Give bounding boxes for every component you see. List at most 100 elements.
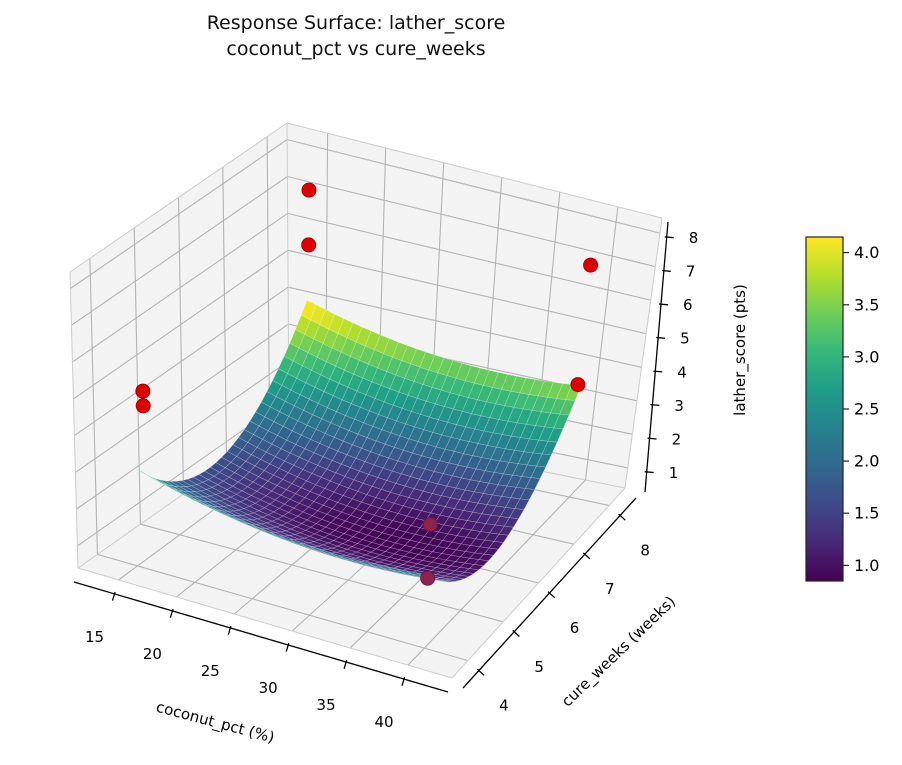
surface-quad: [488, 541, 504, 550]
tick-label: 3: [674, 397, 684, 415]
tick-label: 4: [499, 697, 509, 715]
surface-quad: [463, 568, 480, 574]
data-point-occluded: [420, 570, 436, 586]
tick-label: 6: [683, 296, 693, 314]
tick-label: 1: [669, 464, 679, 482]
surface-quad: [449, 577, 465, 581]
data-point: [135, 383, 151, 399]
pane-edge: [77, 567, 453, 679]
surface-quad: [478, 553, 494, 562]
y-axis-label: cure_weeks (weeks): [558, 592, 680, 711]
tick-label: 8: [689, 229, 699, 247]
tick-label: 15: [85, 628, 104, 646]
grid-line: [73, 249, 289, 400]
tick-mark: [111, 591, 116, 601]
tick-mark: [656, 336, 666, 339]
tick-label: 6: [570, 619, 580, 637]
axis-line: [73, 581, 449, 693]
tick-label: 7: [605, 580, 615, 598]
tick-mark: [169, 608, 174, 618]
tick-mark: [664, 236, 674, 239]
axis-line: [644, 221, 669, 493]
colorbar-tick-label: 2.5: [854, 400, 879, 419]
surface-quad: [559, 399, 576, 416]
tick-mark: [650, 403, 660, 407]
tick-label: 35: [317, 696, 336, 714]
grid-line: [287, 175, 656, 268]
surface-quad: [453, 574, 470, 580]
grid-line: [70, 139, 288, 289]
grid-line: [97, 553, 469, 662]
surface-quad: [468, 564, 485, 571]
grid-line: [222, 167, 228, 464]
grid-line: [133, 227, 141, 525]
data-point: [570, 377, 586, 393]
surface-quad: [445, 578, 460, 582]
colorbar-tick-label: 4.0: [854, 243, 879, 262]
grid-line: [72, 212, 288, 363]
grid-line: [76, 360, 289, 510]
grid-line: [74, 286, 289, 437]
tick-label: 2: [672, 430, 682, 448]
grid-line: [287, 286, 642, 368]
tick-mark: [285, 642, 290, 652]
tick-label: 25: [201, 662, 220, 680]
colorbar-tick-label: 1.0: [854, 556, 879, 575]
pane-edge: [451, 487, 626, 679]
surface-quad: [553, 413, 570, 430]
pane-edge: [69, 122, 288, 273]
data-point: [301, 182, 317, 198]
tick-mark: [658, 303, 669, 306]
surface-quad: [473, 559, 490, 567]
chart-title: Response Surface: lather_score coconut_p…: [206, 12, 506, 60]
grid-line: [287, 249, 647, 335]
surface-quad: [541, 440, 558, 456]
tick-label: 5: [680, 330, 690, 348]
colorbar-tick-label: 1.5: [854, 504, 879, 523]
surface-mesh: [135, 299, 582, 583]
tick-label: 4: [677, 363, 687, 381]
z-axis-label: lather_score (pts): [731, 284, 750, 416]
tick-mark: [476, 668, 485, 676]
tick-mark: [512, 629, 520, 637]
tick-mark: [401, 676, 406, 686]
tick-label: 40: [374, 713, 393, 731]
tick-label: 7: [686, 263, 696, 281]
data-point-occluded: [422, 517, 438, 532]
data-point: [583, 257, 599, 273]
pane-edge: [286, 122, 663, 219]
surface-quad: [519, 488, 536, 501]
grid-line: [140, 523, 504, 623]
tick-mark: [653, 370, 663, 373]
tick-mark: [582, 552, 591, 560]
colorbar-gradient: [805, 236, 844, 582]
surface-quad: [536, 453, 552, 468]
grid-line: [286, 139, 661, 234]
grid-line: [287, 212, 651, 301]
grid-line: [75, 323, 289, 473]
surface-quad: [530, 465, 547, 479]
surface-quad: [547, 427, 564, 443]
tick-mark: [227, 625, 232, 635]
tick-mark: [547, 591, 556, 599]
colorbar-tick-label: 3.5: [854, 295, 879, 314]
tick-mark: [644, 471, 654, 474]
pane-edge: [624, 217, 663, 489]
tick-label: 30: [259, 679, 278, 697]
colorbar-tick-label: 3.0: [854, 347, 879, 366]
scatter-points: [135, 182, 599, 586]
colorbar-tick-label: 2.0: [854, 452, 879, 471]
tick-label: 8: [640, 541, 650, 559]
surface-quad: [483, 547, 499, 556]
tick-label: 5: [534, 658, 544, 676]
colorbar: 1.0 1.5 2.0 2.5 3.0 3.5 4.0: [805, 236, 879, 582]
tick-mark: [661, 269, 671, 272]
x-axis-label: coconut_pct (%): [154, 698, 276, 748]
tick-mark: [343, 659, 348, 669]
grid-line: [71, 176, 288, 326]
tick-mark: [647, 437, 657, 440]
surface-quad: [514, 498, 530, 511]
data-point: [301, 237, 317, 253]
